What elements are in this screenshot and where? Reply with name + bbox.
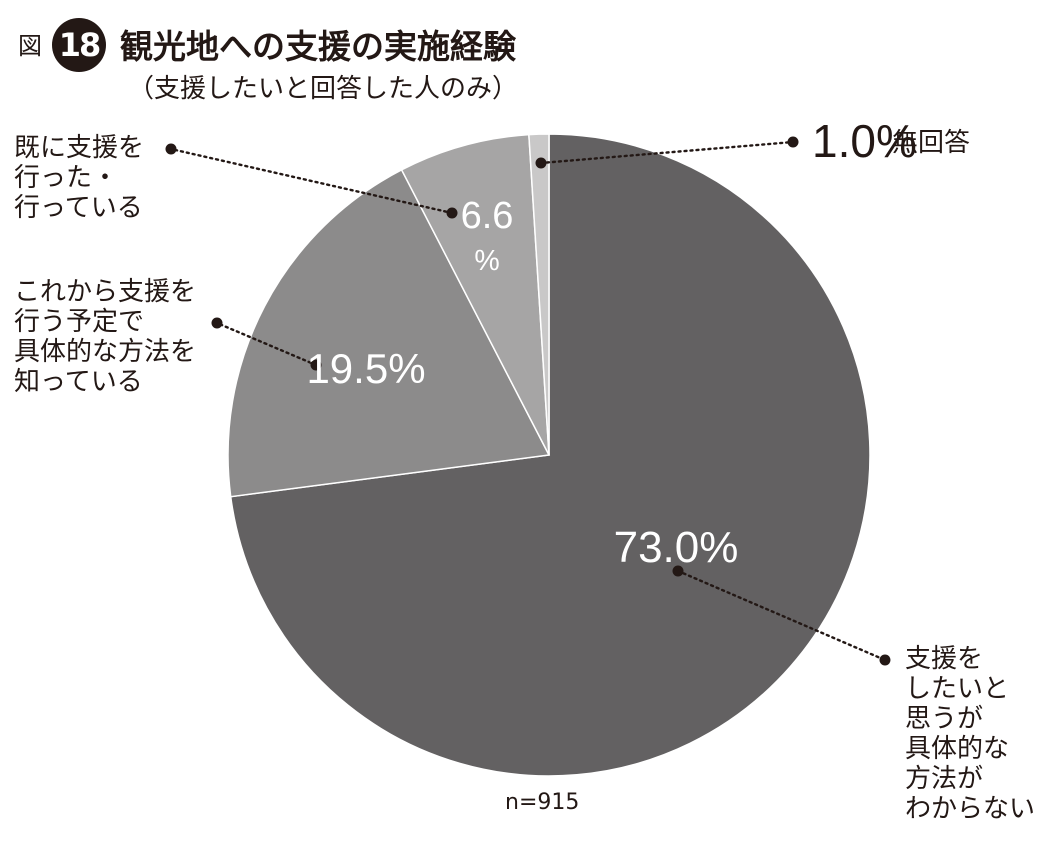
slice-value-label-2-line-0: 6.6	[461, 195, 514, 237]
pie-slice-3	[528, 133, 550, 456]
slice-category-label-3-line-0: 無回答	[892, 128, 970, 158]
figure-number-badge: 18	[52, 18, 106, 72]
slice-category-label-0-line-3: 具体的な	[905, 734, 1009, 764]
leader-dot-1-outer	[211, 317, 223, 329]
pie-slice-1	[227, 168, 551, 498]
pie-slice-2	[400, 133, 550, 456]
slice-category-label-2-line-2: 行っている	[14, 193, 143, 223]
leader-dot-0-outer	[879, 654, 891, 666]
slice-category-label-2-line-0: 既に支援を	[14, 133, 144, 163]
chart-title: 観光地への支援の実施経験	[120, 27, 516, 66]
slice-category-label-2-line-1: 行った・	[14, 163, 118, 193]
slice-category-label-0-line-0: 支援を	[905, 644, 983, 674]
leader-line-2	[169, 147, 454, 215]
leader-dot-3-inner	[535, 157, 547, 169]
slice-value-label-1: 19.5%	[306, 345, 425, 392]
slice-category-label-0-line-4: 方法が	[905, 764, 983, 794]
slice-category-label-0-line-5: わからない	[905, 794, 1035, 824]
slice-category-label-1-line-3: 知っている	[14, 367, 143, 397]
leader-dot-1-inner	[310, 359, 322, 371]
leader-line-0	[676, 569, 887, 662]
slice-category-label-1-line-0: これから支援を	[14, 277, 196, 307]
slice-value-label-3: 1.0%	[812, 115, 917, 167]
pie-slices	[227, 133, 871, 777]
slice-category-label-0-line-2: 思うが	[905, 704, 983, 734]
slice-category-label-0-line-1: したいと	[905, 674, 1009, 704]
sample-size-note: n=915	[505, 790, 580, 815]
leader-dot-3-outer	[787, 136, 799, 148]
slice-category-label-1-line-2: 具体的な方法を	[14, 337, 196, 367]
leader-line-1	[215, 321, 318, 367]
figure-prefix: 図	[18, 32, 42, 60]
slice-value-label-0: 73.0%	[614, 523, 739, 572]
slice-value-label-2-line-1: %	[474, 245, 499, 277]
leader-lines	[165, 136, 891, 666]
pie-labels: 73.0% 19.5% 6.6% 1.0% 支援をしたいと思うが具体的な方法がわからない…	[14, 115, 1035, 824]
slice-category-label-1-line-1: 行う予定で	[14, 307, 144, 337]
pie-slice-0	[229, 133, 871, 777]
leader-dot-0-inner	[672, 565, 684, 577]
chart-subtitle: （支援したいと回答した人のみ）	[128, 74, 519, 104]
leader-line-3	[539, 140, 795, 165]
leader-dot-2-inner	[446, 207, 458, 219]
leader-dot-2-outer	[165, 143, 177, 155]
